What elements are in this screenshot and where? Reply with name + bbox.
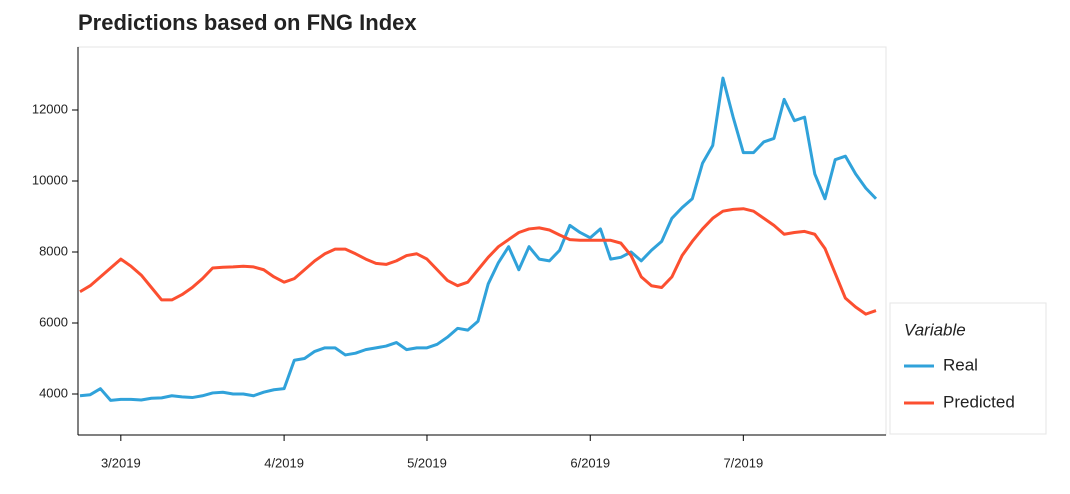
legend: Variable Real Predicted [889, 302, 1047, 435]
y-tick-label: 6000 [39, 314, 68, 329]
legend-box [889, 302, 1047, 435]
chart-title: Predictions based on FNG Index [78, 10, 417, 35]
y-tick-label: 4000 [39, 385, 68, 400]
x-tick-label: 4/2019 [264, 455, 304, 470]
x-tick-label: 5/2019 [407, 455, 447, 470]
legend-title: Variable [904, 320, 966, 339]
legend-label: Predicted [943, 392, 1015, 411]
series-line [79, 207, 877, 316]
x-tick-label: 6/2019 [570, 455, 610, 470]
y-tick-label: 12000 [32, 101, 68, 116]
x-tick-label: 7/2019 [723, 455, 763, 470]
x-tick-label: 3/2019 [101, 455, 141, 470]
legend-label: Real [943, 355, 978, 374]
y-tick-label: 10000 [32, 172, 68, 187]
y-tick-label: 8000 [39, 243, 68, 258]
series-line [79, 76, 878, 402]
plot-frame [77, 46, 887, 436]
